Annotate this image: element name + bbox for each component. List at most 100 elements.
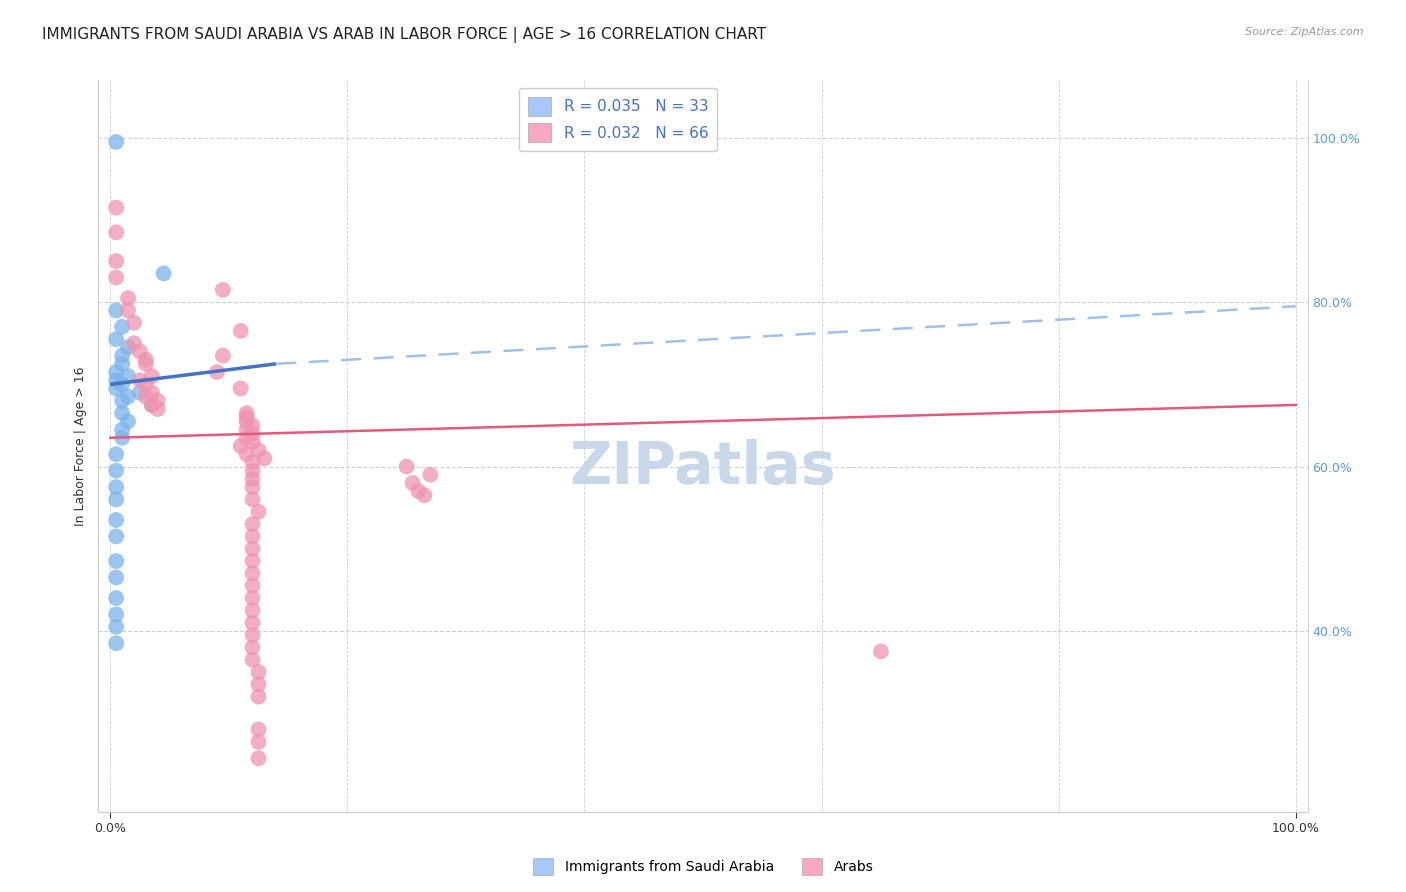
Point [242,418,264,433]
Point [105,492,128,507]
Point [247,505,270,519]
Point [242,591,264,605]
Point [247,723,270,737]
Point [235,447,257,461]
Point [117,390,139,404]
Point [105,570,128,584]
Point [235,423,257,437]
Point [111,393,134,408]
Point [212,349,235,363]
Point [129,385,152,400]
Point [105,332,128,346]
Point [152,267,174,281]
Point [242,615,264,630]
Point [105,529,128,543]
Point [146,402,169,417]
Point [242,579,264,593]
Point [242,554,264,568]
Point [117,303,139,318]
Point [105,513,128,527]
Point [141,398,163,412]
Point [235,406,257,420]
Point [242,640,264,655]
Text: ZIPatlas: ZIPatlas [569,440,837,497]
Point [105,135,128,149]
Point [229,324,252,338]
Point [146,393,169,408]
Legend: R = 0.035   N = 33, R = 0.032   N = 66: R = 0.035 N = 33, R = 0.032 N = 66 [519,88,717,151]
Point [242,529,264,543]
Point [229,439,252,453]
Point [111,357,134,371]
Point [212,283,235,297]
Point [247,751,270,765]
Point [242,492,264,507]
Point [419,467,441,482]
Point [111,349,134,363]
Point [242,541,264,556]
Point [869,644,891,658]
Point [111,406,134,420]
Point [242,603,264,617]
Point [105,373,128,387]
Point [122,336,145,351]
Point [111,423,134,437]
Point [242,434,264,449]
Point [117,340,139,354]
Point [105,270,128,285]
Point [247,443,270,458]
Point [105,447,128,461]
Point [247,677,270,691]
Point [105,382,128,396]
Point [105,225,128,239]
Point [117,369,139,384]
Point [413,488,436,502]
Point [111,377,134,392]
Point [395,459,418,474]
Point [135,390,157,404]
Point [122,316,145,330]
Point [242,517,264,532]
Point [242,426,264,441]
Point [242,566,264,581]
Point [105,303,128,318]
Point [129,344,152,359]
Point [105,554,128,568]
Point [235,431,257,445]
Point [141,369,163,384]
Point [401,475,423,490]
Point [229,382,252,396]
Point [117,291,139,305]
Point [247,735,270,749]
Point [105,365,128,379]
Text: Source: ZipAtlas.com: Source: ZipAtlas.com [1246,27,1364,37]
Point [253,451,276,466]
Text: IMMIGRANTS FROM SAUDI ARABIA VS ARAB IN LABOR FORCE | AGE > 16 CORRELATION CHART: IMMIGRANTS FROM SAUDI ARABIA VS ARAB IN … [42,27,766,43]
Point [242,628,264,642]
Point [117,414,139,428]
Point [111,431,134,445]
Point [242,472,264,486]
Point [105,591,128,605]
Point [135,377,157,392]
Point [235,410,257,425]
Point [235,414,257,428]
Point [135,352,157,367]
Point [105,480,128,494]
Point [105,254,128,268]
Point [105,201,128,215]
Point [135,357,157,371]
Point [408,484,430,499]
Point [242,653,264,667]
Point [242,480,264,494]
Point [105,464,128,478]
Point [129,373,152,387]
Y-axis label: In Labor Force | Age > 16: In Labor Force | Age > 16 [75,367,87,525]
Point [242,464,264,478]
Point [247,665,270,679]
Legend: Immigrants from Saudi Arabia, Arabs: Immigrants from Saudi Arabia, Arabs [527,853,879,880]
Point [105,607,128,622]
Point [205,365,228,379]
Point [141,385,163,400]
Point [111,319,134,334]
